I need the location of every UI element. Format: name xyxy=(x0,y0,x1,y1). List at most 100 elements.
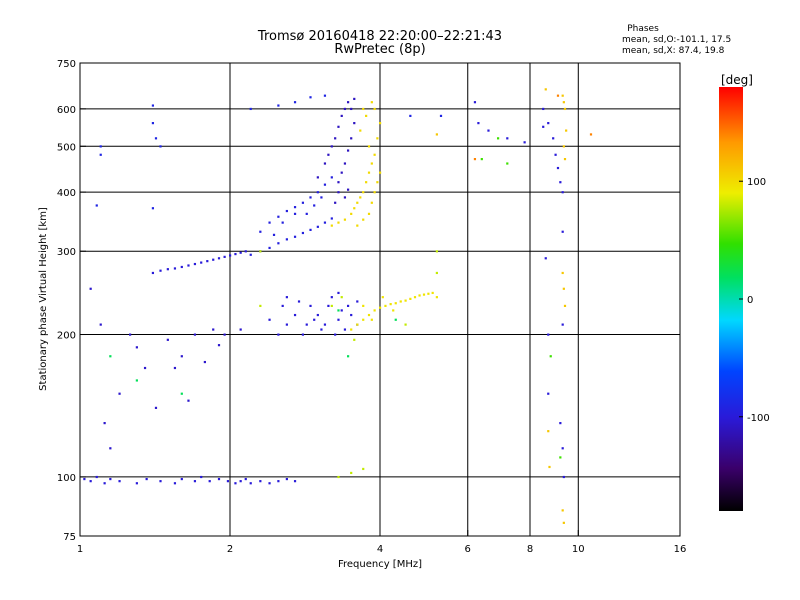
data-point xyxy=(427,292,430,295)
data-point xyxy=(244,250,247,253)
data-point xyxy=(301,333,305,336)
data-point xyxy=(337,318,340,321)
data-point xyxy=(268,246,271,250)
data-points xyxy=(83,88,593,524)
data-point xyxy=(285,209,288,213)
data-point xyxy=(435,250,438,253)
data-point xyxy=(285,323,288,326)
data-point xyxy=(330,224,333,227)
x-axis: 1 2 4 6 8 10 16 xyxy=(77,530,687,555)
data-point xyxy=(431,291,434,295)
data-point xyxy=(343,328,347,331)
x-axis-label: Frequency [MHz] xyxy=(338,559,422,570)
data-point xyxy=(367,145,371,148)
data-point xyxy=(293,212,297,215)
data-point xyxy=(559,456,562,459)
data-point xyxy=(435,296,438,299)
chart-title: Tromsø 20160418 22:20:00–22:21:43 xyxy=(257,29,502,44)
data-point xyxy=(559,422,562,425)
data-point xyxy=(565,129,568,132)
data-point xyxy=(346,149,350,152)
data-point xyxy=(103,422,106,425)
colorbar-title: [deg] xyxy=(721,73,753,87)
data-point xyxy=(320,328,323,331)
data-point xyxy=(394,318,397,321)
data-point xyxy=(323,94,327,97)
data-point xyxy=(293,313,297,317)
data-point xyxy=(359,196,362,199)
data-point xyxy=(193,333,197,336)
data-point xyxy=(337,309,340,312)
data-point xyxy=(323,183,327,186)
x-tick-label: 16 xyxy=(674,544,687,555)
data-point xyxy=(350,471,353,475)
data-point xyxy=(259,230,262,233)
y-tick-label: 500 xyxy=(57,142,76,153)
data-point xyxy=(268,318,271,321)
data-point xyxy=(166,268,169,271)
data-point xyxy=(203,360,206,364)
data-point xyxy=(367,212,371,215)
data-point xyxy=(439,114,443,118)
data-point xyxy=(589,133,593,136)
data-point xyxy=(356,300,359,303)
data-point xyxy=(562,101,565,104)
data-point xyxy=(556,166,560,170)
data-point xyxy=(376,181,379,184)
data-point xyxy=(373,153,376,156)
data-point xyxy=(154,137,158,140)
data-point xyxy=(109,355,112,358)
data-point xyxy=(239,480,242,483)
data-point xyxy=(343,218,347,221)
colorbar-tick-label: 100 xyxy=(747,177,766,188)
data-point xyxy=(496,137,500,140)
grid-lines xyxy=(80,63,680,536)
y-tick-label: 75 xyxy=(63,532,76,543)
data-point xyxy=(422,293,426,296)
data-point xyxy=(562,475,565,479)
chart-subtitle: RwPretec (8p) xyxy=(334,42,425,57)
data-point xyxy=(370,101,373,104)
data-point xyxy=(334,137,337,140)
data-point xyxy=(346,188,350,191)
data-point xyxy=(316,225,319,228)
data-point xyxy=(259,250,262,253)
data-point xyxy=(234,482,237,485)
data-point xyxy=(346,304,350,308)
data-point xyxy=(244,477,247,481)
data-point xyxy=(180,477,183,481)
data-point xyxy=(562,521,565,524)
data-point xyxy=(281,304,284,308)
data-point xyxy=(323,323,327,326)
data-point xyxy=(180,392,183,395)
stats-line-o: mean, sd,O:-101.1, 17.5 xyxy=(622,35,731,45)
data-point xyxy=(281,221,284,224)
data-point xyxy=(159,145,162,148)
data-point xyxy=(480,158,483,161)
data-point xyxy=(277,104,280,107)
data-point xyxy=(99,323,102,326)
data-point xyxy=(435,133,438,136)
data-point xyxy=(548,465,551,469)
data-point xyxy=(135,346,138,349)
data-point xyxy=(151,122,155,125)
data-point xyxy=(561,447,564,450)
data-point xyxy=(373,107,376,111)
colorbar-tick-label: -100 xyxy=(747,413,770,424)
data-point xyxy=(277,215,280,218)
data-point xyxy=(350,107,353,111)
y-tick-label: 600 xyxy=(57,105,76,116)
data-point xyxy=(362,467,365,471)
data-point xyxy=(330,304,333,308)
data-point xyxy=(239,251,242,254)
data-point xyxy=(370,201,373,204)
data-point xyxy=(226,480,230,483)
data-point xyxy=(323,162,327,165)
data-point xyxy=(206,260,209,263)
data-point xyxy=(547,333,550,336)
data-point xyxy=(561,271,564,275)
data-point xyxy=(330,296,333,299)
data-point xyxy=(337,191,340,194)
data-point xyxy=(277,242,280,245)
data-point xyxy=(353,97,356,101)
